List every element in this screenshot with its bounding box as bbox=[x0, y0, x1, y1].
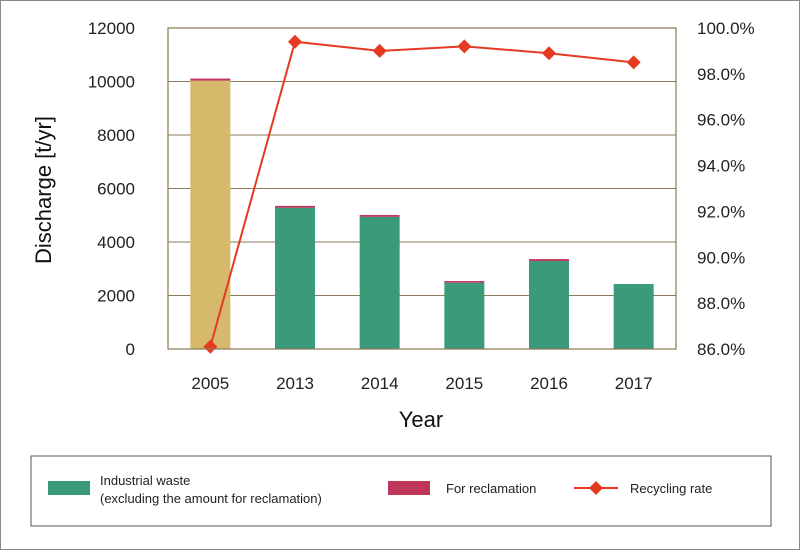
legend-box bbox=[30, 455, 772, 527]
legend-swatch-industrial-waste bbox=[48, 481, 90, 495]
tick-labels: 0 2000 4000 6000 8000 10000 12000 86.0% 88.0% 90.… bbox=[88, 19, 755, 393]
y2-tick-label: 100.0% bbox=[697, 19, 755, 38]
x-tick-label: 2014 bbox=[361, 374, 399, 393]
bar-reclamation bbox=[529, 259, 569, 261]
legend: Industrial waste (excluding the amount f… bbox=[30, 455, 772, 527]
x-axis-title: Year bbox=[399, 407, 443, 432]
y-tick-label: 0 bbox=[126, 340, 135, 359]
y2-tick-label: 86.0% bbox=[697, 340, 745, 359]
y2-tick-label: 96.0% bbox=[697, 111, 745, 130]
bar-industrial-waste bbox=[275, 207, 315, 349]
y-tick-label: 8000 bbox=[97, 126, 135, 145]
bars bbox=[190, 78, 654, 349]
y-tick-label: 2000 bbox=[97, 287, 135, 306]
recycling-rate-point bbox=[288, 34, 302, 49]
recycling-line bbox=[203, 34, 641, 354]
y2-tick-label: 94.0% bbox=[697, 157, 745, 176]
bar-reclamation bbox=[444, 281, 485, 283]
recycling-rate-point bbox=[542, 46, 556, 61]
legend-label-recycling-rate: Recycling rate bbox=[630, 481, 712, 496]
y-tick-label: 12000 bbox=[88, 19, 135, 38]
x-tick-label: 2016 bbox=[530, 374, 568, 393]
bar-industrial-waste bbox=[190, 80, 231, 349]
y2-tick-label: 92.0% bbox=[697, 202, 745, 221]
x-tick-label: 2015 bbox=[445, 374, 483, 393]
bar-industrial-waste bbox=[359, 216, 400, 349]
x-tick-label: 2005 bbox=[191, 374, 229, 393]
bar-reclamation bbox=[275, 205, 315, 208]
bar-reclamation bbox=[359, 214, 400, 217]
legend-swatch-reclamation bbox=[388, 481, 430, 495]
bar-industrial-waste bbox=[529, 260, 569, 349]
recycling-rate-point bbox=[626, 55, 641, 70]
bar-reclamation bbox=[190, 78, 231, 81]
x-tick-label: 2013 bbox=[276, 374, 314, 393]
y-tick-label: 6000 bbox=[97, 180, 135, 199]
axes bbox=[167, 27, 677, 350]
recycling-rate-point bbox=[203, 339, 218, 354]
x-tick-label: 2017 bbox=[615, 374, 653, 393]
bar-industrial-waste bbox=[444, 282, 485, 349]
legend-marker-recycling-rate bbox=[589, 481, 603, 495]
y2-tick-label: 88.0% bbox=[697, 294, 745, 313]
plot-border bbox=[167, 27, 677, 350]
legend-label-reclamation: For reclamation bbox=[446, 481, 536, 496]
y-tick-label: 4000 bbox=[97, 233, 135, 252]
legend-label-industrial-waste-line2: (excluding the amount for reclamation) bbox=[100, 491, 322, 506]
recycling-rate-point bbox=[457, 39, 472, 54]
bar-industrial-waste bbox=[613, 283, 654, 349]
gridlines bbox=[168, 81, 676, 296]
y2-tick-label: 90.0% bbox=[697, 248, 745, 267]
y2-tick-label: 98.0% bbox=[697, 65, 745, 84]
recycling-rate-point bbox=[372, 43, 387, 58]
recycling-rate-line bbox=[209, 40, 634, 347]
legend-label-industrial-waste-line1: Industrial waste bbox=[100, 473, 190, 488]
y-axis-title: Discharge [t/yr] bbox=[31, 116, 56, 264]
y-tick-label: 10000 bbox=[88, 73, 135, 92]
